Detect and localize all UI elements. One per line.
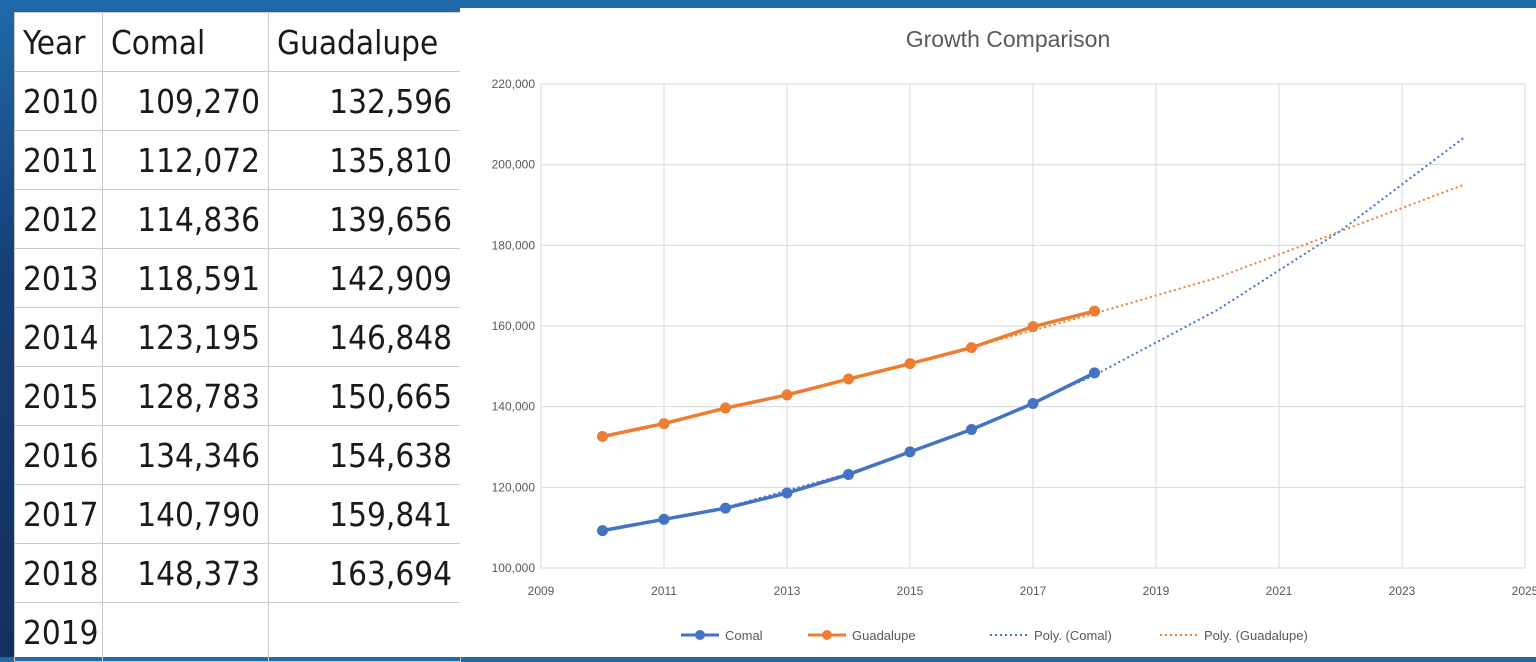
data-point (966, 423, 977, 435)
growth-chart: Growth Comparison 100,000120,000140,0001… (492, 26, 1536, 643)
legend-label: Comal (725, 628, 763, 643)
value-cell[interactable]: 135,810 (268, 130, 461, 190)
table-row: 2015 128,783 150,665 (14, 366, 461, 426)
table-row: 2016 134,346 154,638 (14, 425, 461, 485)
legend-marker (695, 630, 705, 640)
data-point (966, 342, 977, 354)
series-layer (597, 137, 1465, 537)
data-point (658, 418, 670, 430)
value-cell[interactable] (268, 602, 461, 662)
value-cell[interactable]: 142,909 (268, 248, 461, 308)
trendline-series (602, 137, 1465, 532)
year-cell[interactable]: 2017 (14, 484, 103, 544)
axis-labels: 100,000 120,000 140,000 160,000 180,000 200,0… (492, 77, 1536, 598)
chart-legend: Comal Guadalupe Poly. (Comal) Poly. (Guadal… (681, 628, 1308, 643)
column-header[interactable]: Year (14, 12, 103, 72)
chart-panel: Growth Comparison 100,000 120,000 140,000 1… (460, 8, 1536, 657)
y-tick-label: 100,000 (492, 561, 536, 575)
data-point (781, 487, 793, 499)
x-tick-label: 2021 (1266, 584, 1293, 598)
data-point (843, 468, 854, 480)
table-header-row: Year Comal Guadalupe (14, 12, 461, 72)
y-tick-label: 200,000 (492, 158, 536, 172)
column-header[interactable]: Comal (102, 12, 269, 72)
value-cell[interactable]: 148,373 (102, 543, 269, 603)
value-cell[interactable]: 118,591 (102, 248, 269, 308)
x-tick-label: 2017 (1020, 584, 1047, 598)
value-cell[interactable]: 112,072 (102, 130, 269, 190)
data-point (843, 373, 854, 385)
value-cell[interactable] (102, 602, 269, 662)
table-row: 2018 148,373 163,694 (14, 543, 461, 603)
year-cell[interactable]: 2018 (14, 543, 103, 603)
data-point (904, 446, 916, 458)
value-cell[interactable]: 163,694 (268, 543, 461, 603)
value-cell[interactable]: 150,665 (268, 366, 461, 426)
data-point (1089, 367, 1100, 379)
table-row: 2011 112,072 135,810 (14, 130, 461, 190)
legend-label: Guadalupe (852, 628, 916, 643)
table-row: 2013 118,591 142,909 (14, 248, 461, 308)
gridlines (540, 83, 1526, 569)
year-cell[interactable]: 2010 (14, 71, 103, 131)
data-table: Year Comal Guadalupe 2010 109,270 132,596 2011… (14, 12, 461, 662)
value-cell[interactable]: 123,195 (102, 307, 269, 367)
data-point (1027, 321, 1039, 333)
x-tick-label: 2025 (1512, 584, 1536, 598)
year-cell[interactable]: 2019 (14, 602, 103, 662)
year-cell[interactable]: 2013 (14, 248, 103, 308)
table-row: 2014 123,195 146,848 (14, 307, 461, 367)
legend-label: Poly. (Comal) (1034, 628, 1112, 643)
table-row: 2010 109,270 132,596 (14, 71, 461, 131)
chart-title: Growth Comparison (906, 26, 1111, 52)
value-cell[interactable]: 114,836 (102, 189, 269, 249)
table-row: 2017 140,790 159,841 (14, 484, 461, 544)
data-point (781, 389, 793, 401)
x-tick-label: 2009 (528, 584, 555, 598)
value-cell[interactable]: 159,841 (268, 484, 461, 544)
x-tick-label: 2023 (1389, 584, 1416, 598)
value-cell[interactable]: 139,656 (268, 189, 461, 249)
y-tick-label: 160,000 (492, 319, 536, 333)
value-cell[interactable]: 134,346 (102, 425, 269, 485)
value-cell[interactable]: 140,790 (102, 484, 269, 544)
table-row: 2012 114,836 139,656 (14, 189, 461, 249)
x-tick-label: 2011 (651, 584, 677, 598)
y-tick-label: 220,000 (492, 77, 536, 91)
y-tick-label: 140,000 (492, 400, 536, 414)
value-cell[interactable]: 154,638 (268, 425, 461, 485)
data-point (658, 513, 670, 525)
value-cell[interactable]: 128,783 (102, 366, 269, 426)
column-header[interactable]: Guadalupe (268, 12, 461, 72)
value-cell[interactable]: 146,848 (268, 307, 461, 367)
x-tick-label: 2015 (897, 584, 924, 598)
value-cell[interactable]: 132,596 (268, 71, 461, 131)
year-cell[interactable]: 2016 (14, 425, 103, 485)
y-tick-label: 180,000 (492, 238, 536, 252)
data-table-panel: Year Comal Guadalupe 2010 109,270 132,596 2011… (14, 12, 461, 662)
legend-marker (822, 630, 832, 640)
y-tick-label: 120,000 (492, 480, 536, 494)
table-row: 2019 (14, 602, 461, 662)
line-series (602, 371, 1096, 533)
x-tick-label: 2019 (1143, 584, 1170, 598)
data-point (1089, 305, 1100, 317)
year-cell[interactable]: 2011 (14, 130, 103, 190)
year-cell[interactable]: 2015 (14, 366, 103, 426)
year-cell[interactable]: 2014 (14, 307, 103, 367)
x-tick-label: 2013 (774, 584, 801, 598)
year-cell[interactable]: 2012 (14, 189, 103, 249)
legend-label: Poly. (Guadalupe) (1204, 628, 1308, 643)
value-cell[interactable]: 109,270 (102, 71, 269, 131)
